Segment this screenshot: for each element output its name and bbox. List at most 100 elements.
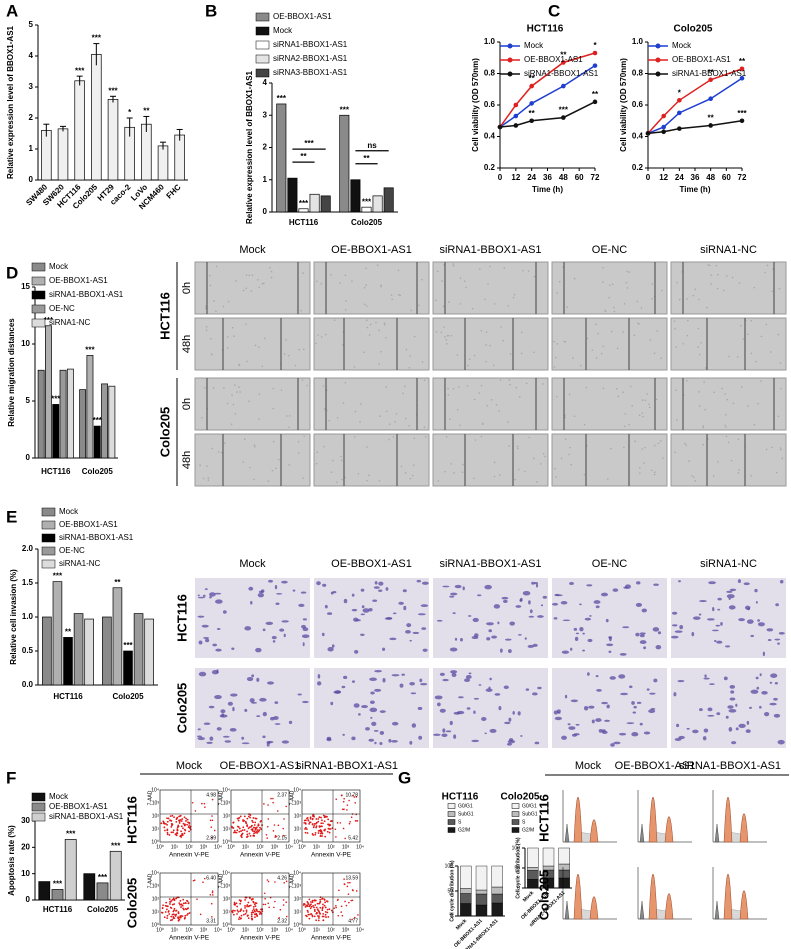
event [169,819,172,822]
significance: * [593,41,597,50]
cell [746,619,754,624]
cell [503,599,508,603]
event [250,825,253,828]
cell [755,601,758,604]
cell [386,617,393,620]
texture [704,367,707,369]
x-tick-label: 48 [706,173,715,182]
cell [459,638,463,642]
x-axis-label: Time (h) [532,185,563,194]
texture [270,270,273,273]
bar-segment [558,863,570,871]
cell [620,692,628,696]
event [308,917,311,920]
cell [272,640,276,643]
cell [486,622,494,626]
event [232,827,235,829]
point [513,102,519,108]
texture [344,381,347,384]
event [182,898,185,901]
texture [366,326,369,329]
legend-swatch [511,811,520,817]
cell [522,590,531,596]
texture [280,389,283,391]
texture [459,424,462,427]
event [352,889,354,892]
texture [380,350,382,353]
event [267,804,269,806]
event [309,816,312,819]
cell [224,740,232,743]
significance: ** [529,109,536,118]
texture [317,334,319,336]
event [315,919,318,922]
event [252,817,255,819]
cell [764,712,770,717]
texture [366,319,368,321]
panel-letter: F [6,768,16,787]
chart-title: HCT116 [527,24,564,35]
cell [564,694,568,699]
texture [555,395,558,398]
cell [519,598,522,602]
y-axis-label: Relative expression level of BBOX1-AS1 [6,25,15,179]
cell [629,685,633,689]
x-tick-label: 10⁰ [156,844,164,850]
texture [423,379,426,382]
event [177,912,180,915]
texture [459,303,462,305]
event [251,819,254,822]
texture [655,398,658,401]
cell [635,602,643,607]
event [335,798,338,801]
y-tick-label: 5 [26,396,31,405]
texture [532,457,535,460]
cell [725,645,731,648]
cell [520,735,523,737]
event [169,900,172,903]
cell [750,634,755,638]
cell [208,705,215,709]
column-header: Mock [176,760,203,772]
bar [93,425,101,459]
event [186,823,188,826]
cell [281,740,290,744]
event [247,917,250,920]
y-axis-label: Cell cycle distribution (%) [515,837,521,898]
texture [675,346,678,348]
cell [613,741,621,745]
cell [777,642,780,645]
event [257,824,260,827]
event [171,898,174,901]
cell [297,693,302,696]
texture [674,327,676,330]
event [161,907,164,910]
cell [227,701,233,706]
texture [445,339,448,341]
cell [379,710,386,713]
texture [487,283,489,285]
cell [595,605,600,609]
cell [738,723,746,728]
cell [730,690,735,694]
texture [634,440,636,443]
cell [499,648,503,653]
event [249,835,252,837]
texture [649,339,652,341]
texture [507,421,509,423]
texture [771,446,773,449]
event [166,914,169,917]
texture [500,326,502,328]
event [276,810,279,812]
event [245,909,248,912]
event [270,797,272,800]
event [343,808,345,810]
bar [52,404,60,459]
texture [730,459,733,462]
g2-peak [589,819,599,843]
row-label: Colo205 [157,407,172,458]
texture [205,307,207,310]
texture [205,329,208,331]
cell [255,647,262,653]
